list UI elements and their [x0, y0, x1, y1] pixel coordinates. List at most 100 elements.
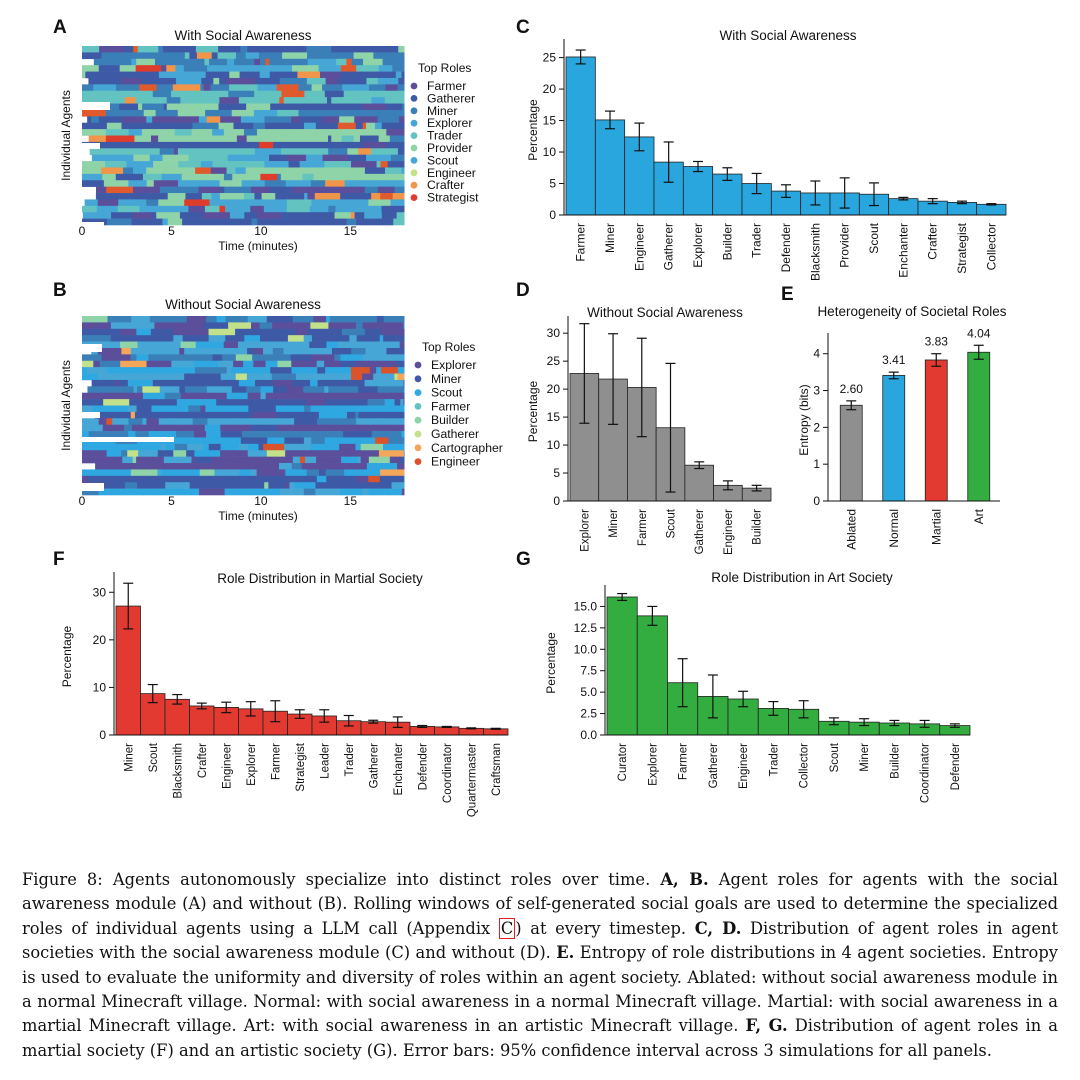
heatmap-cell	[277, 173, 282, 181]
heatmap-cell	[229, 405, 249, 413]
heatmap-cell	[389, 475, 405, 483]
heatmap-cell	[135, 65, 162, 72]
chart-title-c: With Social Awareness	[719, 28, 856, 43]
heatmap-cell	[82, 424, 104, 432]
heatmap-cell	[351, 58, 364, 66]
heatmap-cell	[173, 205, 189, 213]
heatmap-cell	[234, 58, 255, 66]
heatmap-cell	[203, 322, 229, 330]
heatmap-cell	[360, 218, 379, 226]
heatmap-cell	[173, 450, 187, 457]
heatmap-cell	[261, 218, 285, 226]
caption-text-ab-2: ) at every timestep.	[515, 918, 687, 938]
heatmap-cell	[101, 167, 124, 175]
heatmap-cell	[371, 431, 378, 438]
heatmap-cell	[184, 199, 211, 207]
heatmap-cell	[149, 360, 172, 368]
heatmap-cell	[318, 450, 346, 457]
heatmap-cell	[263, 65, 293, 72]
heatmap-cell	[127, 322, 155, 330]
heatmap-cell	[217, 463, 247, 470]
heatmap-cell	[112, 418, 117, 425]
heatmap-cell	[188, 122, 193, 130]
heatmap-cell	[123, 141, 141, 149]
y-tick-label-d-3: 15	[547, 410, 561, 424]
heatmap-cell	[313, 173, 335, 181]
heatmap-cell	[325, 367, 343, 374]
heatmap-cell	[384, 97, 405, 104]
heatmap-cell	[148, 475, 159, 483]
heatmap-cell	[106, 122, 122, 130]
caption-text-e: Entropy of role distributions in 4 agent…	[22, 943, 1058, 1036]
heatmap-cell	[211, 193, 221, 200]
heatmap-cell	[199, 154, 229, 162]
heatmap-cell	[230, 367, 257, 374]
heatmap-cell	[204, 424, 221, 432]
error-bar-g-explorer	[647, 605, 658, 626]
heatmap-cell	[278, 103, 300, 111]
heatmap-cell	[98, 65, 121, 72]
legend-marker-a-explorer	[410, 119, 418, 127]
heatmap-cell	[208, 437, 218, 445]
heatmap-cell	[401, 167, 405, 175]
heatmap-cell	[91, 97, 112, 104]
heatmap-cell	[102, 424, 125, 432]
heatmap-cell	[248, 405, 277, 413]
heatmap-cell	[160, 411, 179, 419]
heatmap-cell	[171, 360, 195, 368]
heatmap-cell	[127, 379, 154, 387]
heatmap-cell	[106, 456, 123, 464]
error-bar-f-coordinator	[441, 725, 452, 728]
heatmap-cell	[87, 116, 92, 124]
y-tick-label-g-3: 7.5	[580, 664, 597, 678]
heatmap-cell	[292, 379, 311, 387]
heatmap-cell	[314, 52, 320, 60]
heatmap-cell	[389, 392, 404, 400]
heatmap-cell	[304, 193, 308, 200]
heatmap-cell	[146, 335, 174, 342]
heatmap-cell	[371, 129, 381, 136]
heatmap-cell	[383, 316, 393, 323]
heatmap-cell	[174, 116, 200, 124]
heatmap-cell	[387, 161, 405, 168]
heatmap-cell	[283, 97, 307, 104]
heatmap-cell	[173, 335, 184, 342]
heatmap-cell	[91, 154, 107, 162]
heatmap-cell	[186, 218, 209, 226]
heatmap-gap-a-2	[82, 222, 104, 228]
heatmap-cell	[285, 180, 312, 187]
heatmap-cell	[130, 71, 160, 79]
y-tick-label-d-0: 0	[553, 494, 560, 508]
heatmap-cell	[309, 205, 329, 213]
heatmap-cell	[102, 411, 122, 419]
panel-letter-g: G	[516, 549, 531, 570]
heatmap-cell	[195, 341, 225, 349]
heatmap-cell	[368, 84, 386, 92]
heatmap-cell	[240, 437, 268, 445]
heatmap-cell	[138, 103, 143, 111]
chart-title-b: Without Social Awareness	[165, 297, 321, 312]
heatmap-gap-a-0	[82, 102, 110, 110]
heatmap-cell	[280, 173, 303, 181]
heatmap-cell	[263, 443, 285, 451]
legend-marker-b-builder	[414, 416, 422, 424]
heatmap-cell	[319, 52, 344, 60]
heatmap-cell	[280, 424, 294, 432]
heatmap-cell	[105, 161, 127, 168]
legend-marker-b-engineer	[414, 458, 422, 465]
heatmap-cell	[349, 46, 360, 53]
heatmap-cell	[146, 116, 153, 124]
heatmap-cell	[152, 379, 168, 387]
heatmap-cell	[206, 386, 233, 394]
heatmap-cell	[237, 199, 263, 207]
heatmap-cell	[241, 180, 266, 187]
appendix-link[interactable]: C	[498, 917, 516, 939]
caption-text-cd: Distribution of agent roles in agent soc…	[22, 918, 1058, 963]
legend-label-b-builder: Builder	[431, 413, 469, 427]
heatmap-cell	[284, 443, 311, 451]
heatmap-cell	[245, 167, 252, 175]
heatmap-cell	[230, 411, 254, 419]
heatmap-cell	[262, 167, 284, 175]
heatmap-cell	[180, 141, 185, 149]
x-tick-label-d-engineer: Engineer	[723, 509, 735, 555]
